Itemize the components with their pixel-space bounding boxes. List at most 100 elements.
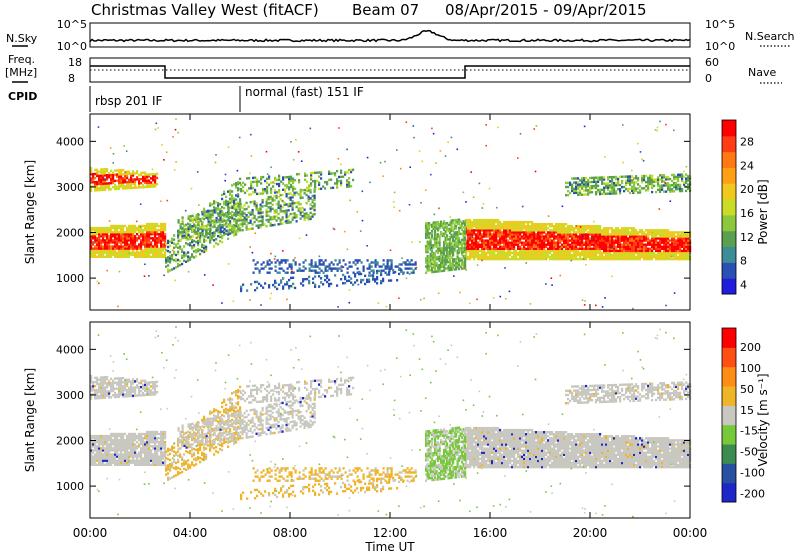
- power-cell: [559, 239, 561, 241]
- power-cell: [193, 256, 195, 258]
- power-cell: [629, 177, 631, 179]
- power-cell: [599, 231, 601, 233]
- power-cell: [509, 254, 511, 256]
- power-cell: [134, 235, 136, 237]
- power-cell: [266, 198, 268, 200]
- power-cell: [663, 254, 665, 256]
- power-cell: [621, 258, 623, 260]
- power-cell: [306, 216, 308, 218]
- power-cell: [585, 193, 587, 195]
- power-cell: [108, 243, 110, 245]
- power-cell: [239, 209, 241, 211]
- power-cell: [557, 258, 559, 260]
- power-cell: [134, 227, 136, 229]
- power-cell: [218, 215, 220, 217]
- power-cell: [483, 223, 485, 225]
- power-cell: [611, 227, 613, 229]
- power-cell: [296, 191, 298, 193]
- power-speckle: [536, 125, 538, 127]
- power-cell: [479, 258, 481, 260]
- power-cell: [235, 194, 237, 196]
- power-cell: [434, 230, 436, 232]
- power-cell: [511, 246, 513, 248]
- power-cell: [669, 250, 671, 252]
- power-cell: [100, 227, 102, 229]
- power-cell: [641, 239, 643, 241]
- power-cell: [681, 188, 683, 190]
- power-cell: [108, 256, 110, 258]
- power-cell: [601, 231, 603, 233]
- power-cell: [230, 206, 232, 208]
- power-cell: [499, 246, 501, 248]
- power-cell: [287, 272, 289, 274]
- power-cell: [136, 239, 138, 241]
- power-cell: [607, 182, 609, 184]
- power-cell: [244, 192, 246, 194]
- power-cell: [256, 287, 258, 289]
- power-cell: [629, 188, 631, 190]
- power-cell: [513, 250, 515, 252]
- power-cell: [573, 190, 575, 192]
- power-cell: [272, 181, 274, 183]
- power-cell: [677, 256, 679, 258]
- power-cell: [483, 231, 485, 233]
- power-cell: [563, 254, 565, 256]
- power-cell: [236, 220, 238, 222]
- power-cell: [183, 251, 185, 253]
- power-cell: [499, 227, 501, 229]
- power-cell: [605, 227, 607, 229]
- power-cell: [499, 250, 501, 252]
- power-cell: [210, 222, 212, 224]
- power-cell: [577, 254, 579, 256]
- power-cell: [525, 248, 527, 250]
- power-cell: [256, 281, 258, 283]
- power-cell: [152, 237, 154, 239]
- power-cell: [397, 265, 399, 267]
- power-cell: [213, 245, 215, 247]
- power-cell: [374, 280, 376, 282]
- power-cell: [589, 181, 591, 183]
- power-cell: [659, 231, 661, 233]
- power-cell: [318, 171, 320, 173]
- power-cell: [537, 227, 539, 229]
- power-cell: [409, 267, 411, 269]
- power-cell: [673, 246, 675, 248]
- power-cell: [525, 225, 527, 227]
- power-cell: [679, 250, 681, 252]
- power-cell: [533, 223, 535, 225]
- power-cell: [323, 261, 325, 263]
- power-cell: [219, 236, 221, 238]
- power-cell: [647, 177, 649, 179]
- power-cell: [637, 177, 639, 179]
- power-cell: [374, 278, 376, 280]
- power-cell: [126, 181, 128, 183]
- power-cell: [290, 178, 292, 180]
- power-cell: [242, 186, 244, 188]
- power-cell: [675, 258, 677, 260]
- power-cell: [645, 246, 647, 248]
- power-cell: [523, 223, 525, 225]
- power-cell: [555, 231, 557, 233]
- power-cell: [535, 223, 537, 225]
- power-cell: [209, 202, 211, 204]
- power-cell: [589, 250, 591, 252]
- power-cell: [531, 221, 533, 223]
- power-cell: [292, 277, 294, 279]
- power-cell: [643, 175, 645, 177]
- power-cell: [278, 223, 280, 225]
- power-cell: [601, 183, 603, 185]
- power-cell: [683, 254, 685, 256]
- power-cell: [533, 258, 535, 260]
- power-cell: [258, 226, 260, 228]
- power-speckle: [422, 161, 424, 163]
- power-cell: [471, 227, 473, 229]
- power-cell: [186, 230, 188, 232]
- power-cell: [214, 219, 216, 221]
- power-cell: [94, 173, 96, 175]
- power-cell: [503, 227, 505, 229]
- power-cell: [108, 188, 110, 190]
- power-cell: [277, 259, 279, 261]
- power-cell: [677, 184, 679, 186]
- power-cell: [527, 221, 529, 223]
- power-cell: [511, 223, 513, 225]
